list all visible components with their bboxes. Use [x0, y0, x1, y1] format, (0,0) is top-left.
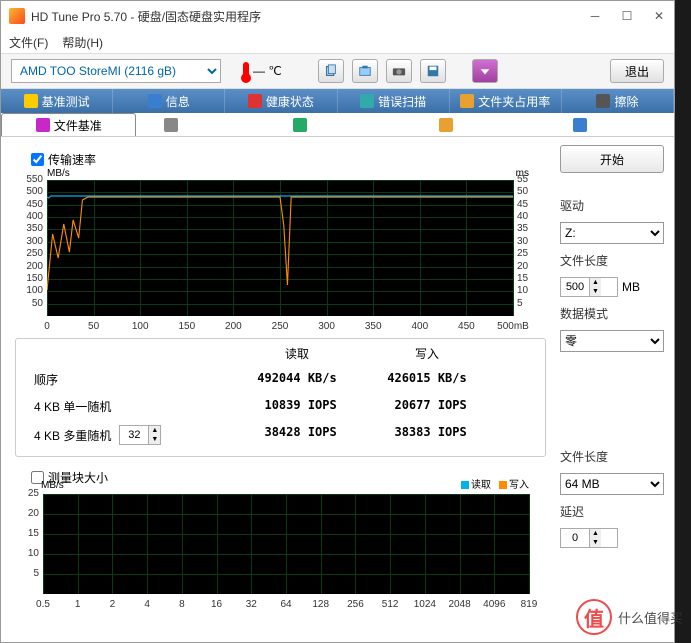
result-row: 4 KB 单一随机 10839 IOPS 20677 IOPS	[22, 393, 539, 420]
queue-depth-spinner[interactable]: ▲▼	[119, 425, 161, 445]
camera-button[interactable]	[386, 59, 412, 83]
exit-button[interactable]: 退出	[610, 59, 664, 83]
window-title: HD Tune Pro 5.70 - 硬盘/固态硬盘实用程序	[31, 8, 261, 25]
tab-附加测试[interactable]: 附加测试	[540, 113, 674, 136]
tab-文件基准[interactable]: 文件基准	[1, 113, 136, 136]
file-length-2-select[interactable]: 64 MB	[560, 473, 664, 495]
close-button[interactable]: ✕	[652, 9, 666, 23]
tab-icon	[596, 94, 610, 108]
tab-icon	[360, 94, 374, 108]
result-row: 4 KB 多重随机▲▼ 38428 IOPS 38383 IOPS	[22, 420, 539, 450]
save-button[interactable]	[420, 59, 446, 83]
transfer-rate-checkbox[interactable]	[31, 153, 44, 166]
tab-信息[interactable]: 信息	[113, 89, 225, 113]
tab-基准测试[interactable]: 基准测试	[1, 89, 113, 113]
titlebar: HD Tune Pro 5.70 - 硬盘/固态硬盘实用程序 ─ ☐ ✕	[1, 1, 674, 31]
device-select[interactable]: AMD TOO StoreMI (2116 gB)	[11, 59, 221, 83]
result-row: 顺序492044 KB/s426015 KB/s	[22, 366, 539, 393]
tab-icon	[460, 94, 474, 108]
results-table: 读取 写入 顺序492044 KB/s426015 KB/s4 KB 单一随机 …	[15, 338, 546, 457]
tab-row-1: 基准测试信息健康状态错误扫描文件夹占用率擦除	[1, 89, 674, 113]
file-length-spinner[interactable]: ▲▼	[560, 277, 618, 297]
maximize-button[interactable]: ☐	[620, 9, 634, 23]
tab-icon	[164, 118, 178, 132]
menu-file[interactable]: 文件(F)	[9, 34, 48, 51]
tab-健康状态[interactable]: 健康状态	[225, 89, 337, 113]
screenshot-button[interactable]	[352, 59, 378, 83]
tab-错误扫描[interactable]: 错误扫描	[338, 89, 450, 113]
minimize-button[interactable]: ─	[588, 9, 602, 23]
tab-icon	[439, 118, 453, 132]
tab-icon	[248, 94, 262, 108]
menubar: 文件(F) 帮助(H)	[1, 31, 674, 53]
drive-select[interactable]: Z:	[560, 222, 664, 244]
side-panel: 开始 驱动 Z: 文件长度 ▲▼ MB 数据模式 零 文件长度 64 MB 延迟…	[560, 145, 664, 610]
tab-row-2: 文件基准磁盘监视器自动噪音管理随机存取附加测试	[1, 113, 674, 137]
tab-icon	[293, 118, 307, 132]
thermometer-icon	[243, 62, 249, 80]
tab-随机存取[interactable]: 随机存取	[405, 113, 539, 136]
temperature-display: — ℃	[243, 62, 282, 80]
chart-block-size: 读取 写入 MB/s 5101520250.512481632641282565…	[15, 490, 535, 610]
tab-icon	[573, 118, 587, 132]
tab-自动噪音管理[interactable]: 自动噪音管理	[271, 113, 405, 136]
start-button[interactable]: 开始	[560, 145, 664, 173]
tab-擦除[interactable]: 擦除	[562, 89, 674, 113]
delay-spinner[interactable]: ▲▼	[560, 528, 618, 548]
watermark-icon: 值	[576, 599, 612, 635]
app-window: HD Tune Pro 5.70 - 硬盘/固态硬盘实用程序 ─ ☐ ✕ 文件(…	[0, 0, 675, 643]
tab-磁盘监视器[interactable]: 磁盘监视器	[136, 113, 270, 136]
chart2-legend: 读取 写入	[461, 476, 529, 491]
toolbar: AMD TOO StoreMI (2116 gB) — ℃ 退出	[1, 53, 674, 89]
tab-icon	[24, 94, 38, 108]
menu-help[interactable]: 帮助(H)	[62, 34, 103, 51]
watermark: 值 什么值得买	[576, 599, 683, 635]
tab-icon	[148, 94, 162, 108]
app-icon	[9, 8, 25, 24]
tab-文件夹占用率[interactable]: 文件夹占用率	[450, 89, 562, 113]
copy-button[interactable]	[318, 59, 344, 83]
data-mode-select[interactable]: 零	[560, 330, 664, 352]
tab-icon	[36, 118, 50, 132]
window-controls: ─ ☐ ✕	[588, 9, 666, 23]
down-arrow-button[interactable]	[472, 59, 498, 83]
chart-transfer-rate: MB/s ms 50510010150152002025025300303503…	[15, 172, 535, 332]
transfer-rate-checkbox-row: 传输速率	[11, 145, 550, 172]
